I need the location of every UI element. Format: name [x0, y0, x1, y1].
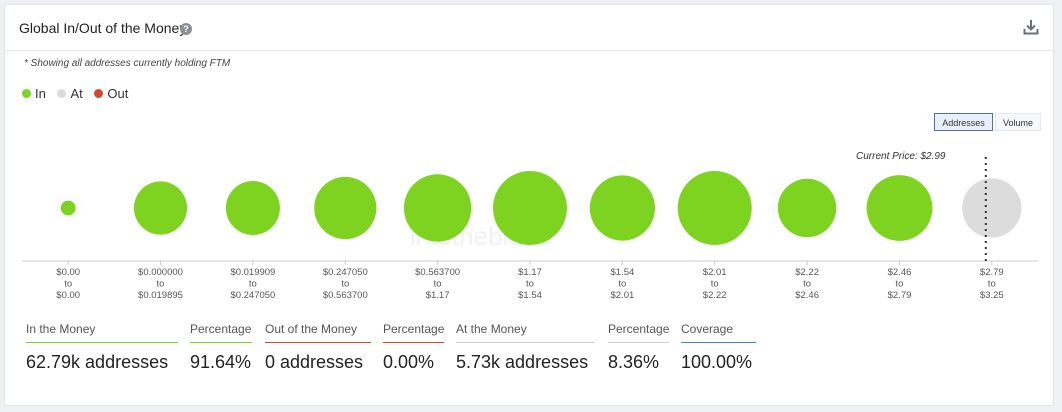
x-tick-label-3-from: $0.247050 [323, 267, 368, 278]
bubble-1[interactable] [133, 181, 188, 235]
x-tick-label-9-sep: to [896, 279, 904, 290]
widget-header: Global In/Out of the Money ? [5, 5, 1053, 51]
stat-value-in-the-money: 62.79k addresses [26, 352, 169, 372]
stat-label-in-the-money: In the Money [26, 322, 178, 343]
widget-title: Global In/Out of the Money [19, 20, 187, 36]
stat-out-percentage: Percentage 0.00% [383, 322, 444, 373]
x-tick-label-6-to: $2.01 [611, 290, 635, 301]
stat-in-the-money: In the Money 62.79k addresses [26, 322, 178, 373]
x-tick-label-5-from: $1.17 [518, 267, 542, 278]
legend-label-at: At [70, 86, 83, 101]
x-tick-label-2-to: $0.247050 [230, 290, 275, 301]
bubble-6[interactable] [589, 175, 656, 241]
stat-coverage: Coverage 100.00% [681, 322, 756, 373]
bubble-10[interactable] [962, 178, 1022, 238]
stat-label-out-of-the-money: Out of the Money [265, 322, 371, 343]
bubble-0[interactable] [60, 200, 76, 216]
legend-item-at[interactable]: At [57, 86, 83, 101]
stat-label-out-percentage: Percentage [383, 322, 444, 343]
legend-label-in: In [35, 86, 46, 101]
x-tick-label-7-sep: to [711, 279, 719, 290]
bubble-7[interactable] [677, 171, 752, 245]
x-tick-label-6-from: $1.54 [611, 267, 635, 278]
help-icon[interactable]: ? [180, 23, 192, 35]
x-tick-label-7-to: $2.22 [703, 290, 727, 301]
x-tick-label-10-to: $3.25 [980, 290, 1004, 301]
x-tick-label-5-to: $1.54 [518, 290, 542, 301]
stat-value-out-percentage: 0.00% [383, 352, 435, 372]
stat-at-percentage: Percentage 8.36% [608, 322, 669, 373]
x-tick-label-4-to: $1.17 [426, 290, 450, 301]
x-tick-label-4-sep: to [434, 279, 442, 290]
x-tick-label-3-to: $0.563700 [323, 290, 368, 301]
stat-value-coverage: 100.00% [681, 352, 753, 372]
x-tick-label-7-from: $2.01 [703, 267, 727, 278]
x-tick-label-9-from: $2.46 [888, 267, 912, 278]
stat-label-coverage: Coverage [681, 322, 756, 343]
x-tick-label-10-from: $2.79 [980, 267, 1004, 278]
bubble-9[interactable] [866, 175, 933, 241]
x-tick-label-0-sep: to [64, 279, 72, 290]
download-icon[interactable] [1023, 19, 1039, 35]
stat-value-at-the-money: 5.73k addresses [456, 352, 589, 372]
x-tick-label-1-from: $0.000000 [138, 267, 183, 278]
legend: In At Out [22, 86, 136, 101]
x-tick-label-5-sep: to [526, 279, 534, 290]
x-tick-label-8-from: $2.22 [795, 267, 819, 278]
x-tick-label-2-sep: to [249, 279, 257, 290]
bubble-3[interactable] [314, 176, 377, 240]
current-price-label: Current Price: $2.99 [856, 151, 946, 162]
legend-label-out: Out [107, 86, 129, 101]
x-tick-label-8-to: $2.46 [795, 290, 819, 301]
bubble-2[interactable] [225, 181, 280, 235]
stat-out-of-the-money: Out of the Money 0 addresses [265, 322, 371, 373]
stat-value-at-percentage: 8.36% [608, 352, 660, 372]
x-tick-label-1-sep: to [157, 279, 165, 290]
stat-in-percentage: Percentage 91.64% [190, 322, 252, 373]
x-tick-label-9-to: $2.79 [888, 290, 912, 301]
stat-value-out-of-the-money: 0 addresses [265, 352, 364, 372]
holding-note: * Showing all addresses currently holdin… [24, 58, 231, 69]
legend-dot-out [94, 89, 104, 98]
volume-toggle-button[interactable]: Volume [995, 113, 1041, 131]
legend-item-in[interactable]: In [22, 86, 46, 101]
legend-item-out[interactable]: Out [94, 86, 128, 101]
x-tick-label-1-to: $0.019895 [138, 290, 183, 301]
x-tick-label-0-to: $0.00 [56, 290, 80, 301]
stat-at-the-money: At the Money 5.73k addresses [456, 322, 595, 373]
stat-value-in-percentage: 91.64% [190, 352, 252, 372]
bubble-8[interactable] [777, 178, 837, 238]
legend-dot-at [57, 89, 67, 98]
x-tick-label-8-sep: to [803, 279, 811, 290]
addresses-toggle-button[interactable]: Addresses [934, 113, 993, 131]
stat-label-at-the-money: At the Money [456, 322, 595, 343]
stat-label-at-percentage: Percentage [608, 322, 669, 343]
bubble-4[interactable] [403, 174, 472, 242]
x-tick-label-10-sep: to [988, 279, 996, 290]
x-tick-label-0-from: $0.00 [56, 267, 80, 278]
bubble-5[interactable] [493, 171, 567, 245]
x-tick-label-2-from: $0.019909 [230, 267, 275, 278]
legend-dot-in [22, 89, 31, 98]
x-tick-label-6-sep: to [618, 279, 626, 290]
stat-label-in-percentage: Percentage [190, 322, 252, 343]
x-tick-label-4-from: $0.563700 [415, 267, 460, 278]
x-tick-label-3-sep: to [341, 279, 349, 290]
